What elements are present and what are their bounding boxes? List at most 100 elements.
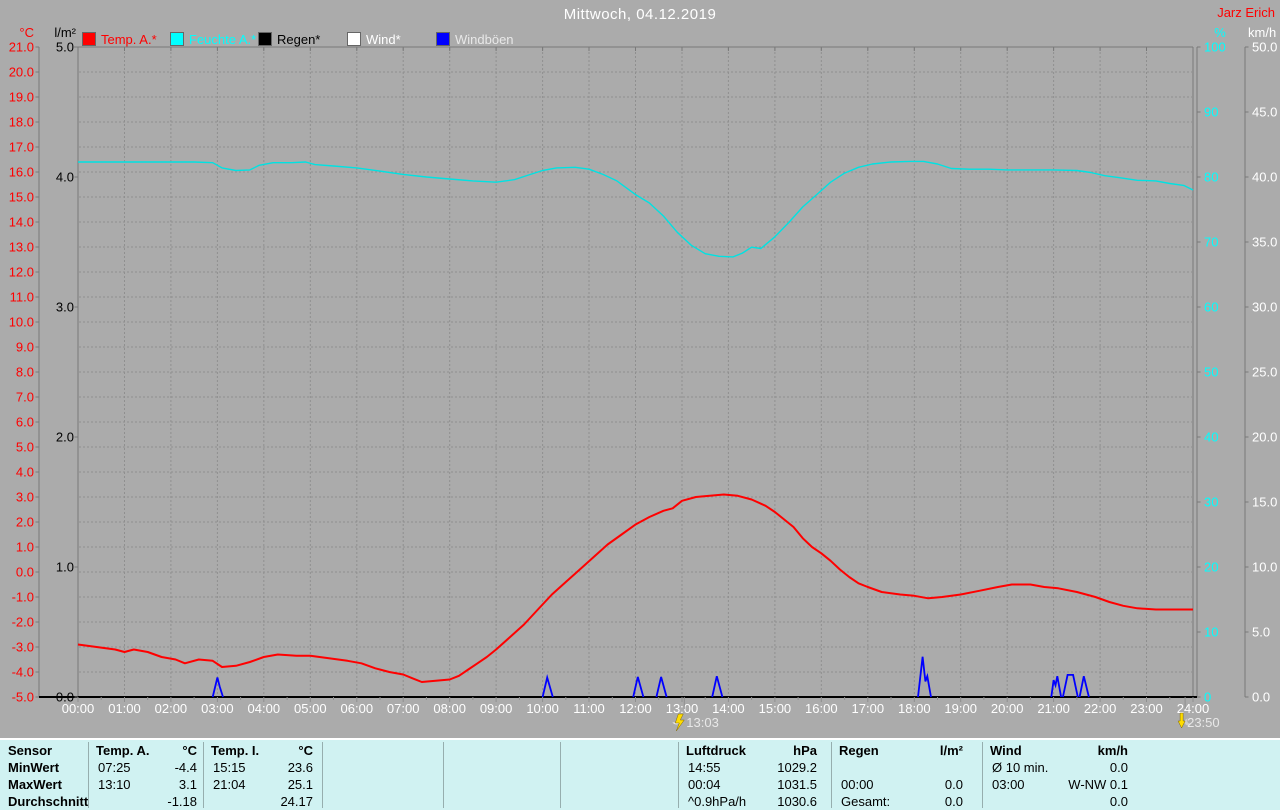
series-temp-line — [77, 493, 1193, 683]
arrow-down-icon — [1177, 712, 1194, 729]
table-cell: Regen — [839, 743, 879, 758]
lightning-icon — [670, 713, 685, 732]
x-tick-label: 23:00 — [1130, 701, 1163, 716]
legend-swatch-icon — [82, 32, 96, 46]
axis-tick-label: 10 — [1204, 625, 1218, 640]
axis-tick-label: 17.0 — [9, 140, 34, 155]
series-gust-spike — [211, 677, 224, 698]
axis-tick-label: -4.0 — [12, 665, 34, 680]
x-tick-label: 02:00 — [155, 701, 188, 716]
axis-tick-label: 5.0 — [1252, 625, 1270, 640]
table-divider — [322, 742, 323, 808]
x-tick-label: 20:00 — [991, 701, 1024, 716]
table-cell: 1030.6 — [777, 794, 817, 809]
watermark-author: Jarz Erich — [1217, 5, 1275, 20]
legend-item-2[interactable]: Feuchte A.* — [170, 31, 256, 47]
x-tick-label: 22:00 — [1084, 701, 1117, 716]
axis-unit-rain: l/m² — [54, 25, 76, 40]
legend-item-5[interactable]: Windböen — [436, 31, 514, 47]
axis-tick-label: 9.0 — [16, 340, 34, 355]
table-divider — [560, 742, 561, 808]
table-divider — [203, 742, 204, 808]
x-tick-label: 03:00 — [201, 701, 234, 716]
table-cell: Temp. A. — [96, 743, 150, 758]
legend-item-4[interactable]: Wind* — [347, 31, 401, 47]
weather-chart: -5.0 -4.0 -3.0 -2.0 -1.0 0.0 1.0 2.0 3.0 4.0 5.0 6.… — [9, 40, 1277, 732]
axis-tick-label: 0 — [1204, 690, 1211, 705]
x-tick-label: 14:00 — [712, 701, 745, 716]
table-cell: MaxWert — [8, 777, 62, 792]
table-cell: 25.1 — [287, 777, 313, 792]
series-gust-spike — [1050, 676, 1062, 698]
table-divider — [982, 742, 983, 808]
table-cell: Wind — [990, 743, 1022, 758]
series-gust-spike — [632, 676, 645, 698]
axis-tick-label: 10.0 — [1252, 560, 1277, 575]
legend-swatch-icon — [170, 32, 184, 46]
axis-tick-label: 15.0 — [9, 190, 34, 205]
x-tick-label: 12:00 — [619, 701, 652, 716]
axis-tick-label: 70 — [1204, 235, 1218, 250]
axis-tick-label: 18.0 — [9, 115, 34, 130]
axis-tick-label: 60 — [1204, 300, 1218, 315]
axis-tick-label: 8.0 — [16, 365, 34, 380]
event-marker-time: 23:50 — [1187, 715, 1220, 730]
table-cell: °C — [298, 743, 313, 758]
legend-item-1[interactable]: Temp. A.* — [82, 31, 157, 47]
axis-tick-label: 2.0 — [56, 430, 74, 445]
table-cell: 13:10 — [98, 777, 131, 792]
axis-tick-label: 25.0 — [1252, 365, 1277, 380]
table-cell: 15:15 — [213, 760, 246, 775]
legend-label: Windböen — [455, 31, 514, 47]
table-cell: ^0.9hPa/h — [688, 794, 747, 809]
axis-tick-label: 4.0 — [56, 170, 74, 185]
table-cell: km/h — [1097, 743, 1128, 758]
table-cell: 0.0 — [944, 794, 963, 809]
axis-tick-label: 40.0 — [1252, 170, 1277, 185]
axis-tick-label: 3.0 — [56, 300, 74, 315]
axis-tick-label: -2.0 — [12, 615, 34, 630]
table-cell: 0.0 — [1109, 760, 1128, 775]
axis-tick-label: 5.0 — [56, 40, 74, 55]
legend-swatch-icon — [347, 32, 361, 46]
x-tick-label: 09:00 — [480, 701, 513, 716]
series-gust-spike — [655, 676, 668, 698]
x-tick-label: 00:00 — [62, 701, 95, 716]
axis-tick-label: 35.0 — [1252, 235, 1277, 250]
x-tick-label: 10:00 — [526, 701, 559, 716]
x-tick-label: 15:00 — [759, 701, 792, 716]
axis-tick-label: 6.0 — [16, 415, 34, 430]
table-cell: Ø 10 min. — [992, 760, 1049, 775]
x-tick-label: 17:00 — [852, 701, 885, 716]
axis-tick-label: 5.0 — [16, 440, 34, 455]
table-cell: hPa — [793, 743, 817, 758]
weather-chart-svg: -5.0 -4.0 -3.0 -2.0 -1.0 0.0 1.0 2.0 3.0 4.0 5.0 6.… — [9, 40, 1277, 732]
series-gust-spike — [1062, 674, 1079, 698]
table-divider — [88, 742, 89, 808]
axis-tick-label: 13.0 — [9, 240, 34, 255]
table-cell: 1029.2 — [777, 760, 817, 775]
axis-tick-label: 0.0 — [56, 690, 74, 705]
table-cell: Durchschnitt — [8, 794, 89, 809]
legend-label: Wind* — [366, 31, 401, 47]
axis-tick-label: 20.0 — [1252, 430, 1277, 445]
table-cell: 1031.5 — [777, 777, 817, 792]
axis-tick-label: 20 — [1204, 560, 1218, 575]
axis-tick-label: 1.0 — [16, 540, 34, 555]
statistics-table: Sensor MinWert MaxWert Durchschnitt Temp. A.… — [0, 738, 1280, 810]
table-divider — [443, 742, 444, 808]
legend-item-3[interactable]: Regen* — [258, 31, 320, 47]
table-cell: Sensor — [8, 743, 53, 758]
axis-unit-temp: °C — [19, 25, 34, 40]
legend-swatch-icon — [258, 32, 272, 46]
axis-tick-label: -1.0 — [12, 590, 34, 605]
x-tick-label: 06:00 — [341, 701, 374, 716]
legend-label: Feuchte A.* — [189, 31, 257, 47]
axis-tick-label: 40 — [1204, 430, 1218, 445]
axis-tick-label: 50.0 — [1252, 40, 1277, 55]
series-humidity-line — [78, 160, 1194, 258]
axis-tick-label: 0.0 — [1252, 690, 1270, 705]
table-cell: MinWert — [8, 760, 60, 775]
x-tick-label: 16:00 — [805, 701, 838, 716]
axis-tick-label: 10.0 — [9, 315, 34, 330]
